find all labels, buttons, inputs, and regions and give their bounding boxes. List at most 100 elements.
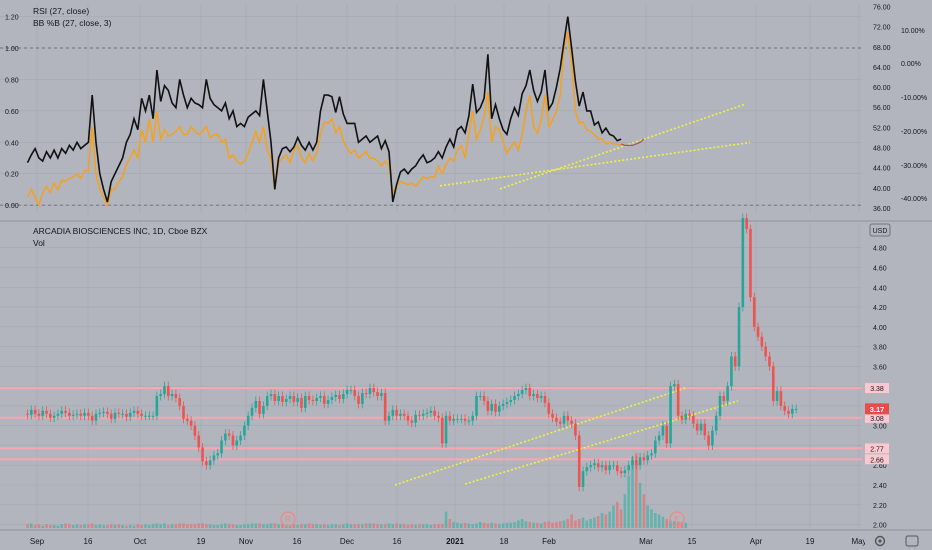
candle-body: [562, 415, 566, 424]
volume-bar: [547, 521, 551, 528]
right-tick-label: 76.00: [873, 5, 891, 12]
volume-bar: [399, 524, 402, 528]
volume-bar: [490, 522, 494, 528]
volume-bar: [562, 520, 566, 528]
volume-bar: [174, 524, 178, 528]
candle-body: [41, 410, 45, 416]
volume-bar: [555, 522, 558, 528]
candle-body: [794, 408, 798, 410]
candle-body: [406, 415, 410, 421]
candle-body: [410, 420, 414, 423]
price-tick-label: 4.80: [873, 246, 887, 253]
volume-bar: [258, 523, 261, 528]
left-tick-label: 1.20: [5, 15, 19, 22]
candle-body: [300, 397, 303, 408]
volume-bar: [604, 514, 608, 528]
candlesticks: [26, 213, 798, 492]
event-marker[interactable]: E: [669, 511, 685, 527]
candle-body: [619, 471, 623, 474]
candle-body: [646, 455, 650, 461]
candle-body: [182, 405, 185, 419]
volume-bar: [197, 523, 201, 528]
volume-bar: [205, 524, 208, 528]
volume-bar: [391, 524, 395, 528]
volume-bar: [486, 523, 490, 528]
event-marker[interactable]: R: [280, 511, 296, 527]
level-tag-label: 2.77: [870, 446, 884, 453]
volume-bar: [45, 524, 48, 528]
candle-body: [539, 396, 543, 398]
volume-bar: [322, 524, 326, 528]
candle-body: [440, 417, 444, 444]
x-tick-label: Apr: [750, 537, 763, 546]
volume-bar: [619, 509, 623, 528]
candle-body: [208, 460, 212, 466]
candle-body: [216, 453, 220, 456]
volume-bar: [303, 524, 307, 528]
candle-body: [631, 460, 634, 466]
candle-body: [170, 394, 174, 397]
last-price-tag: [865, 403, 889, 415]
candle-body: [254, 400, 258, 408]
volume-bar: [673, 521, 676, 528]
candle-body: [494, 403, 497, 412]
volume-bar: [631, 456, 634, 528]
candle-body: [117, 412, 121, 414]
price-tick-label: 3.80: [873, 345, 887, 352]
volume-bar: [254, 523, 258, 528]
candle-body: [189, 420, 193, 426]
candle-body: [334, 395, 338, 397]
candle-body: [231, 435, 235, 446]
candle-body: [414, 414, 417, 423]
x-tick-label: Dec: [340, 537, 354, 546]
volume-bar: [326, 525, 330, 528]
volume-bar: [589, 519, 592, 528]
candle-body: [771, 366, 775, 401]
volume-bar: [536, 522, 539, 528]
candle-body: [178, 397, 181, 406]
candle-body: [227, 433, 231, 436]
time-axis: Sep 16 Oct 19 Nov 16 Dec 16 2021 18 Feb Mar 15 Apr 19 M…: [30, 537, 867, 546]
candle-body: [532, 394, 535, 397]
volume-bar: [501, 523, 505, 528]
candle-body: [193, 425, 197, 436]
volume-bar: [357, 524, 360, 528]
currency-badge[interactable]: [869, 223, 891, 237]
right-tick-label: 64.00: [873, 65, 891, 72]
candle-body: [730, 356, 733, 387]
candle-body: [71, 414, 75, 416]
candle-body: [361, 393, 364, 404]
candle-body: [684, 413, 688, 420]
volume-bar: [182, 523, 185, 528]
candle-body: [303, 396, 307, 408]
candle-body: [102, 411, 105, 413]
candle-body: [459, 418, 463, 420]
candle-body: [387, 415, 391, 421]
candle-body: [90, 415, 94, 421]
x-tick-label: 16: [84, 537, 93, 546]
volume-bar: [482, 522, 486, 528]
candle-body: [174, 394, 178, 398]
price-tick-label: 2.60: [873, 463, 887, 470]
candle-body: [517, 394, 520, 397]
candle-body: [345, 390, 349, 395]
candle-body: [418, 414, 421, 416]
volume-bar: [49, 525, 52, 528]
right-tick-label: 52.00: [873, 125, 891, 132]
candle-body: [513, 396, 516, 400]
candle-body: [490, 403, 494, 411]
volume-bar: [524, 521, 528, 528]
candle-body: [45, 410, 48, 414]
trendline: [439, 141, 751, 187]
volume-bar: [239, 525, 242, 528]
candle-body: [695, 423, 699, 431]
price-tick-label: 3.60: [873, 364, 887, 371]
log-scale-icon[interactable]: [905, 535, 919, 547]
volume-bar: [159, 524, 162, 528]
settings-icon[interactable]: [874, 535, 886, 547]
volume-bar: [193, 524, 197, 528]
volume-bar: [265, 524, 269, 528]
candle-body: [486, 400, 490, 411]
volume-bar: [612, 505, 615, 528]
